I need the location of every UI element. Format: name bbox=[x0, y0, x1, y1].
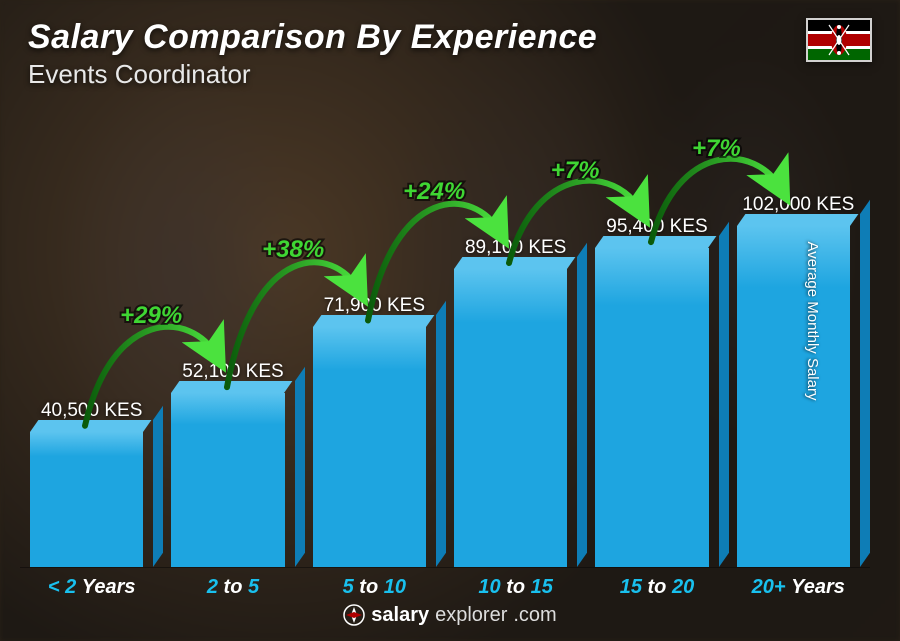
bar-side-face bbox=[153, 406, 163, 567]
bar-front-face bbox=[313, 327, 426, 567]
x-axis-label: 2 to 5 bbox=[171, 576, 294, 599]
logo-text-bold: salary bbox=[371, 604, 429, 627]
bar-value-label: 95,400 KES bbox=[606, 216, 707, 238]
y-axis-label: Average Monthly Salary bbox=[804, 241, 821, 400]
bar-top-face bbox=[171, 381, 293, 393]
bar-side-face bbox=[860, 200, 870, 567]
bar-top-face bbox=[737, 214, 859, 226]
bar-side-face bbox=[719, 222, 729, 567]
bar-front-face bbox=[737, 226, 850, 567]
bars-container: 40,500 KES 52,100 KES 71,900 KES 89,100 … bbox=[30, 130, 860, 567]
bar-column: 71,900 KES bbox=[313, 295, 436, 567]
bar-front-face bbox=[171, 393, 284, 567]
flag-shield-icon bbox=[827, 23, 851, 57]
bar-front-face bbox=[454, 269, 567, 567]
logo-text-domain: .com bbox=[513, 604, 556, 627]
bar-column: 52,100 KES bbox=[171, 361, 294, 567]
bar-column: 89,100 KES bbox=[454, 237, 577, 567]
bar-column: 95,400 KES bbox=[595, 216, 718, 567]
x-axis-label: 15 to 20 bbox=[595, 576, 718, 599]
header: Salary Comparison By Experience Events C… bbox=[28, 18, 872, 90]
bar-top-face bbox=[454, 257, 576, 269]
bar-value-label: 71,900 KES bbox=[324, 295, 425, 317]
titles: Salary Comparison By Experience Events C… bbox=[28, 18, 597, 90]
bar bbox=[30, 432, 153, 567]
bar-value-label: 52,100 KES bbox=[182, 361, 283, 383]
bar bbox=[171, 393, 294, 567]
x-axis-label: 5 to 10 bbox=[313, 576, 436, 599]
x-axis-label: 20+ Years bbox=[737, 576, 860, 599]
footer: salary explorer .com bbox=[0, 604, 900, 632]
chart-baseline bbox=[20, 567, 870, 568]
bar-side-face bbox=[577, 243, 587, 567]
kenya-flag-icon bbox=[806, 18, 872, 62]
bar bbox=[737, 226, 860, 567]
bar-top-face bbox=[30, 420, 152, 432]
bar bbox=[595, 248, 718, 567]
x-axis-label: < 2 Years bbox=[30, 576, 153, 599]
bar-top-face bbox=[595, 236, 717, 248]
x-axis-labels: < 2 Years 2 to 5 5 to 10 10 to 15 15 to 20 20… bbox=[30, 576, 860, 599]
bar-side-face bbox=[295, 367, 305, 567]
chart-subtitle: Events Coordinator bbox=[28, 59, 597, 90]
bar bbox=[313, 327, 436, 567]
bar-value-label: 102,000 KES bbox=[742, 194, 854, 216]
bar bbox=[454, 269, 577, 567]
bar-top-face bbox=[313, 315, 435, 327]
x-axis-label: 10 to 15 bbox=[454, 576, 577, 599]
bar-side-face bbox=[436, 301, 446, 567]
chart-title: Salary Comparison By Experience bbox=[28, 18, 597, 57]
salaryexplorer-logo: salary explorer .com bbox=[343, 604, 556, 627]
logo-text-light: explorer bbox=[435, 604, 507, 627]
bar-column: 40,500 KES bbox=[30, 400, 153, 567]
bar-front-face bbox=[30, 432, 143, 567]
bar-column: 102,000 KES bbox=[737, 194, 860, 567]
bar-front-face bbox=[595, 248, 708, 567]
compass-icon bbox=[343, 604, 365, 626]
bar-chart: 40,500 KES 52,100 KES 71,900 KES 89,100 … bbox=[30, 130, 860, 567]
bar-value-label: 89,100 KES bbox=[465, 237, 566, 259]
bar-value-label: 40,500 KES bbox=[41, 400, 142, 422]
